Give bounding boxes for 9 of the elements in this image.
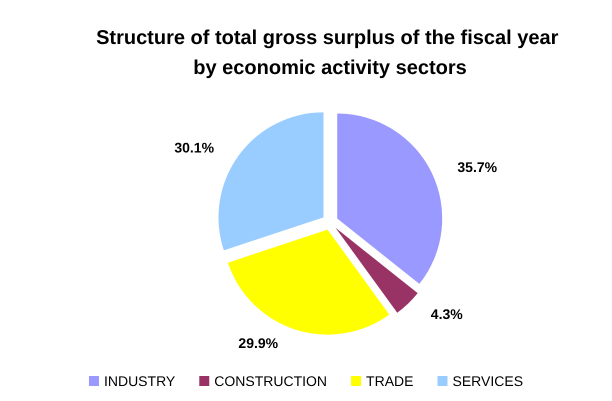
data-label: 4.3% (430, 306, 464, 322)
data-label: 30.1% (174, 140, 215, 156)
data-label: 29.9% (238, 334, 279, 351)
chart-title: Structure of total gross surplus of the fiscal year by economic activity sectors (96, 27, 564, 79)
legend-label: INDUSTRY (104, 373, 176, 389)
legend-label: CONSTRUCTION (214, 373, 328, 389)
legend-label: TRADE (366, 373, 414, 389)
data-label: 35.7% (457, 158, 498, 175)
legend-label: SERVICES (452, 373, 524, 389)
